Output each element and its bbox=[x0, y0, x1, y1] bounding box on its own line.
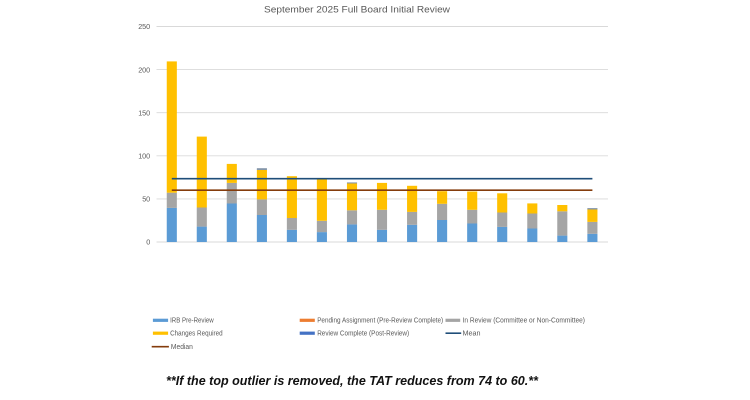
svg-text:Pending Assignment (Pre-Review: Pending Assignment (Pre-Review Complete) bbox=[317, 317, 443, 324]
svg-text:250: 250 bbox=[138, 22, 150, 31]
svg-text:0: 0 bbox=[146, 238, 150, 247]
svg-text:In Review (Committee or Non-Co: In Review (Committee or Non-Committee) bbox=[463, 317, 586, 324]
svg-text:Median: Median bbox=[171, 344, 193, 351]
svg-text:50: 50 bbox=[142, 195, 150, 204]
svg-text:Changes Required: Changes Required bbox=[170, 330, 223, 337]
svg-text:September 2025 Full Board Init: September 2025 Full Board Initial Review bbox=[264, 4, 450, 14]
svg-text:**If the top outlier is remove: **If the top outlier is removed, the TAT… bbox=[166, 374, 539, 388]
svg-text:100: 100 bbox=[138, 152, 150, 161]
svg-text:Mean: Mean bbox=[463, 330, 481, 337]
svg-text:IRB Pre-Review: IRB Pre-Review bbox=[170, 317, 214, 324]
svg-text:Review Complete (Post-Review): Review Complete (Post-Review) bbox=[317, 330, 409, 337]
svg-text:150: 150 bbox=[138, 108, 150, 117]
svg-text:200: 200 bbox=[138, 65, 150, 74]
